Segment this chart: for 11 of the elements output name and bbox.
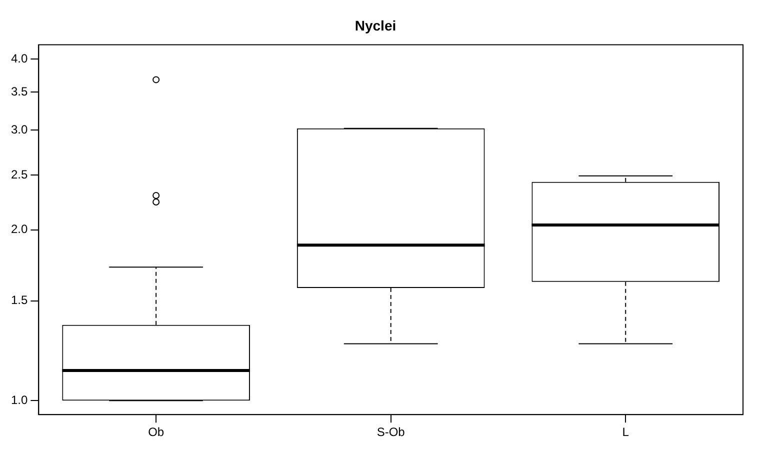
x-tick-label: Ob xyxy=(148,425,164,440)
y-tick-label: 1.5 xyxy=(10,293,28,308)
y-tick-label: 2.0 xyxy=(10,222,28,236)
y-tick-label: 1.0 xyxy=(10,392,28,407)
y-tick-label: 2.5 xyxy=(10,167,28,182)
x-tick-label: S-Ob xyxy=(376,425,406,440)
y-tick-label: 3.5 xyxy=(10,84,28,98)
y-tick-label: 4.0 xyxy=(10,51,28,66)
x-tick-label: L xyxy=(622,425,630,440)
y-tick-label: 3.0 xyxy=(10,122,28,136)
chart-title: Nyclei xyxy=(354,17,396,34)
